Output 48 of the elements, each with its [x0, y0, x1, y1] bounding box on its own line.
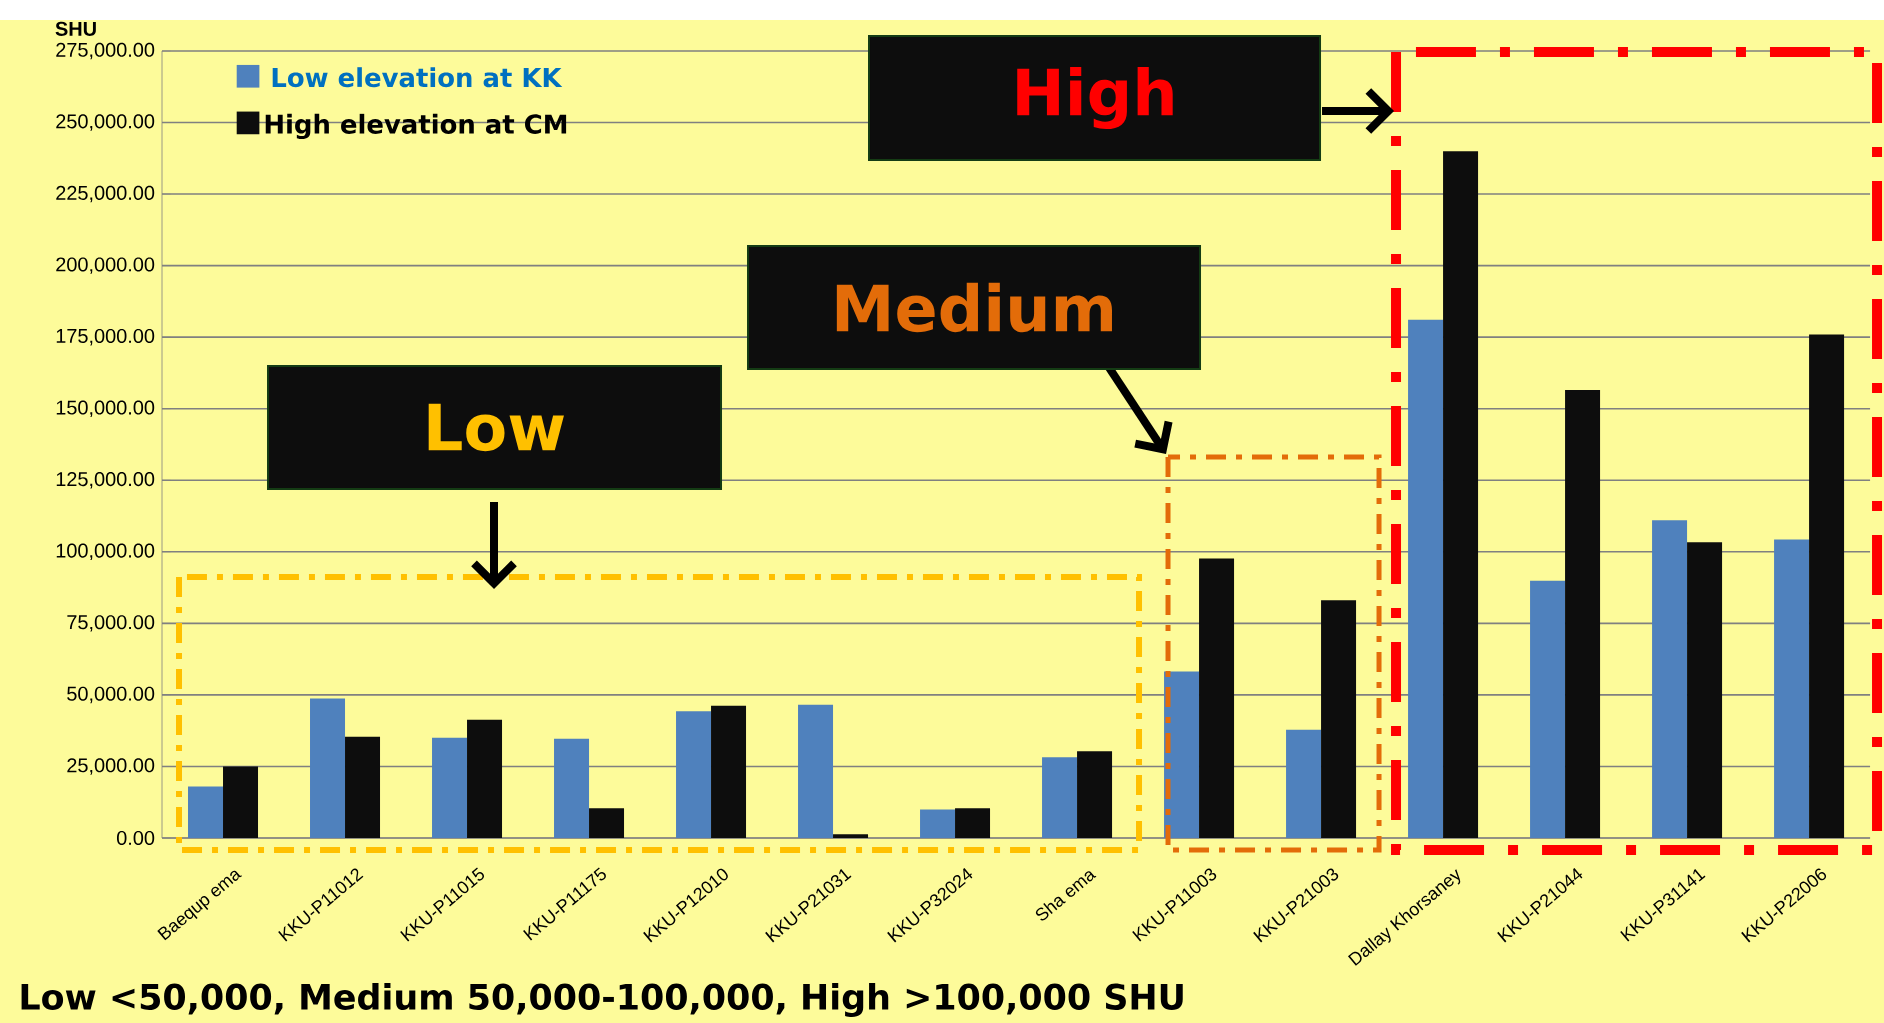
bar	[1809, 334, 1845, 838]
y-tick-label: 225,000.00	[56, 185, 155, 203]
bar	[1565, 390, 1601, 838]
bar	[1530, 580, 1566, 838]
y-tick-label: 0.00	[116, 830, 155, 846]
bar	[833, 834, 869, 838]
bar	[589, 808, 625, 838]
y-tick-label: 50,000.00	[67, 686, 155, 704]
bar	[1077, 751, 1113, 838]
bar	[1199, 558, 1235, 838]
bar	[1286, 729, 1322, 838]
y-tick-label: 200,000.00	[56, 257, 155, 274]
bar	[223, 766, 259, 838]
annotation: Low	[428, 403, 564, 452]
bar	[676, 711, 712, 838]
bar	[467, 719, 503, 838]
bar	[1687, 542, 1723, 838]
bar	[711, 705, 747, 838]
annotation: High	[1017, 66, 1173, 130]
annotation: Medium	[836, 282, 1112, 333]
y-tick-label: 150,000.00	[56, 400, 155, 417]
y-tick-label: 75,000.00	[67, 615, 155, 632]
bar	[920, 809, 956, 838]
y-axis-title: SHU	[55, 21, 96, 36]
y-tick-label: 100,000.00	[56, 543, 155, 561]
bar	[1164, 671, 1200, 838]
legend-label: Low elevation at KK	[272, 67, 563, 88]
y-tick-label: 250,000.00	[56, 114, 155, 131]
bar	[1408, 319, 1444, 838]
text: Low <50,000, Medium 50,000-100,000, High >100,000 SHU	[21, 982, 1183, 1018]
bar	[1652, 520, 1688, 838]
y-tick-label: 25,000.00	[67, 758, 155, 775]
bar	[188, 786, 224, 838]
bar	[310, 698, 346, 838]
bar	[554, 738, 590, 838]
bar	[1443, 151, 1479, 838]
x-tick-label: Sha ema	[1035, 871, 1097, 921]
legend-label: High elevation at CM	[265, 113, 567, 140]
bar	[345, 736, 381, 838]
y-tick-label: 275,000.00	[56, 42, 155, 60]
y-tick-label: 125,000.00	[56, 472, 155, 489]
bar	[432, 737, 468, 838]
bar	[1321, 600, 1357, 838]
bar	[1042, 757, 1078, 838]
y-tick-label: 175,000.00	[56, 328, 155, 346]
bar	[1774, 539, 1810, 838]
bar	[798, 704, 834, 838]
bar	[955, 808, 991, 838]
